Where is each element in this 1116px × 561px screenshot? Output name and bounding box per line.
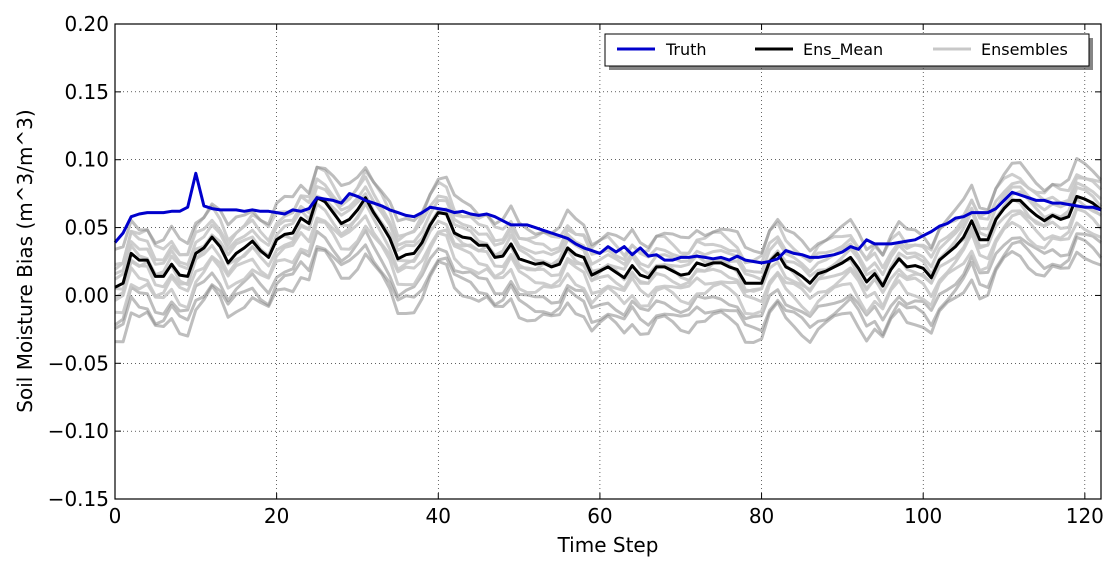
ens-mean-line bbox=[114, 194, 1102, 289]
x-tick-label: 100 bbox=[904, 504, 942, 528]
ensemble-line bbox=[114, 207, 1103, 308]
x-tick-label: 40 bbox=[426, 504, 451, 528]
tick-marks bbox=[114, 23, 1101, 500]
y-tick-label: −0.15 bbox=[48, 487, 109, 511]
y-tick-label: −0.10 bbox=[48, 419, 109, 443]
y-axis-title: Soil Moisture Bias (m^3/m^3) bbox=[13, 109, 37, 412]
legend-box bbox=[604, 33, 1090, 67]
y-tick-labels: −0.15 −0.10 −0.05 0.00 0.05 0.10 0.15 0.20 bbox=[48, 12, 109, 511]
ensemble-line bbox=[114, 157, 1103, 257]
main-series-group bbox=[113, 171, 1102, 289]
ensemble-line bbox=[114, 228, 1102, 327]
x-tick-labels: 0 20 40 60 80 100 120 bbox=[109, 504, 1104, 528]
x-axis-title: Time Step bbox=[557, 533, 659, 557]
truth-line bbox=[113, 171, 1102, 265]
legend-ens-mean-label: Ens_Mean bbox=[803, 40, 883, 60]
x-tick-label: 120 bbox=[1066, 504, 1104, 528]
x-tick-label: 0 bbox=[109, 504, 122, 528]
grid-lines bbox=[115, 24, 1101, 499]
x-tick-label: 20 bbox=[264, 504, 289, 528]
y-tick-label: 0.00 bbox=[64, 283, 109, 307]
plot-frame bbox=[114, 23, 1102, 500]
legend-truth-label: Truth bbox=[665, 40, 707, 59]
y-tick-label: 0.10 bbox=[64, 148, 109, 172]
legend-ensembles-label: Ensembles bbox=[981, 40, 1068, 59]
ensemble-line bbox=[114, 175, 1103, 271]
ensemble-line bbox=[114, 235, 1103, 337]
y-tick-label: 0.20 bbox=[64, 12, 109, 36]
ensemble-line bbox=[114, 181, 1103, 277]
legend: Truth Ens_Mean Ensembles bbox=[604, 33, 1093, 70]
x-tick-label: 80 bbox=[749, 504, 774, 528]
x-tick-label: 60 bbox=[587, 504, 612, 528]
y-tick-label: 0.05 bbox=[64, 216, 109, 240]
y-tick-label: 0.15 bbox=[64, 80, 109, 104]
y-tick-label: −0.05 bbox=[48, 351, 109, 375]
